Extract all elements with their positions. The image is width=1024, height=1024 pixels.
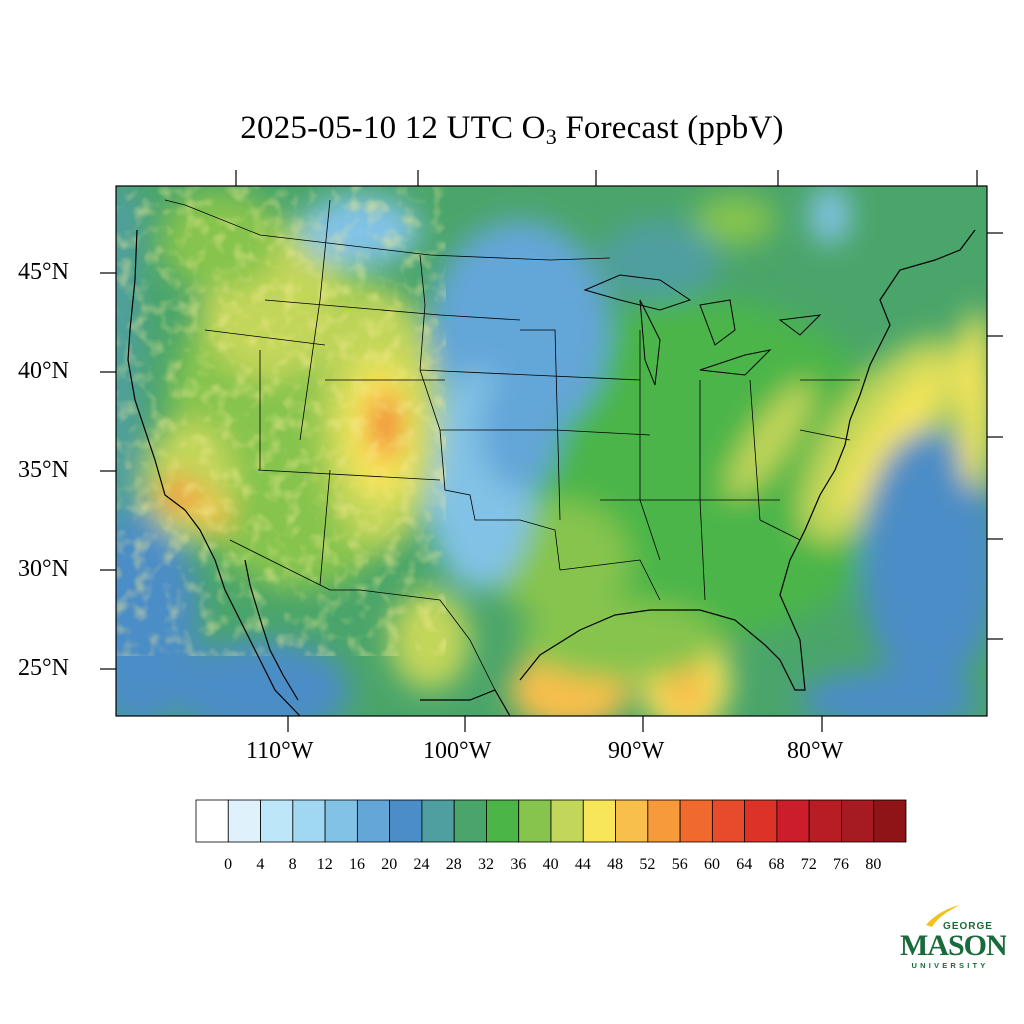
svg-text:MASON: MASON bbox=[900, 929, 1006, 962]
title-species: O3 bbox=[521, 110, 557, 149]
colorbar-tick-label: 12 bbox=[316, 856, 333, 873]
top-ticks bbox=[235, 170, 978, 186]
colorbar-tick-label: 64 bbox=[736, 856, 753, 873]
colorbar-box bbox=[356, 799, 391, 843]
lon-label-80w: 80°W bbox=[787, 738, 844, 764]
colorbar-tick-label: 68 bbox=[768, 856, 785, 873]
lon-label-100w: 100°W bbox=[423, 738, 492, 764]
coastline bbox=[127, 229, 976, 716]
colorbar-box bbox=[260, 799, 294, 843]
lat-label-45: 45°N bbox=[18, 259, 69, 285]
colorbar-box bbox=[324, 799, 358, 843]
ozone-field bbox=[116, 186, 987, 716]
colorbar-tick-label: 48 bbox=[607, 856, 624, 873]
colorbar-box bbox=[550, 799, 584, 843]
colorbar-tick-label: 56 bbox=[671, 856, 688, 873]
colorbar-tick-label: 20 bbox=[381, 856, 398, 873]
lat-label-35: 35°N bbox=[18, 457, 69, 483]
colorbar-box bbox=[453, 799, 487, 843]
colorbar-box bbox=[808, 799, 842, 843]
colorbar-box bbox=[841, 799, 875, 843]
colorbar-box bbox=[227, 799, 261, 843]
lat-label-40: 40°N bbox=[18, 358, 69, 384]
colorbar-tick-label: 24 bbox=[413, 856, 430, 873]
colorbar-tick-label: 32 bbox=[478, 856, 495, 873]
map-frame bbox=[115, 185, 988, 717]
colorbar-box bbox=[776, 799, 810, 843]
colorbar-box bbox=[582, 799, 616, 843]
state-lines bbox=[164, 199, 860, 691]
svg-text:GEORGE: GEORGE bbox=[943, 921, 993, 932]
colorbar-tick-label: 8 bbox=[288, 856, 297, 873]
lon-label-110w: 110°W bbox=[246, 738, 314, 764]
title-date: 2025-05-10 bbox=[240, 110, 397, 146]
colorbar-box bbox=[679, 799, 713, 843]
bottom-ticks bbox=[287, 716, 823, 732]
colorbar-box bbox=[195, 799, 229, 843]
colorbar-tick-label: 0 bbox=[224, 856, 233, 873]
colorbar-tick-label: 72 bbox=[800, 856, 817, 873]
great-lakes bbox=[583, 274, 822, 386]
lon-label-90w: 90°W bbox=[608, 738, 665, 764]
title-rest: Forecast (ppbV) bbox=[565, 110, 784, 146]
colorbar-box bbox=[647, 799, 681, 843]
colorbar-box bbox=[518, 799, 552, 843]
colorbar-box bbox=[615, 799, 649, 843]
colorbar-tick-label: 36 bbox=[510, 856, 527, 873]
colorbar-tick-label: 16 bbox=[348, 856, 365, 873]
colorbar-box bbox=[486, 799, 520, 843]
colorbar-tick-label: 40 bbox=[542, 856, 559, 873]
svg-text:UNIVERSITY: UNIVERSITY bbox=[911, 961, 988, 970]
colorbar-tick-label: 28 bbox=[445, 856, 462, 873]
left-ticks bbox=[100, 272, 116, 670]
george-mason-logo: GEORGE MASON UNIVERSITY bbox=[900, 905, 1006, 970]
colorbar-box bbox=[711, 799, 746, 843]
colorbar bbox=[195, 799, 907, 843]
colorbar-tick-label: 44 bbox=[574, 856, 591, 873]
title-hour: 12 UTC bbox=[404, 110, 514, 146]
colorbar-tick-label: 60 bbox=[703, 856, 720, 873]
colorbar-box bbox=[292, 799, 326, 843]
colorbar-tick-label: 80 bbox=[865, 856, 882, 873]
colorbar-box bbox=[744, 799, 778, 843]
lat-label-25: 25°N bbox=[18, 655, 69, 681]
boundaries bbox=[127, 199, 976, 716]
colorbar-tick-label: 52 bbox=[639, 856, 656, 873]
colorbar-tick-label: 4 bbox=[256, 856, 265, 873]
colorbar-box bbox=[421, 799, 455, 843]
map-title: 2025-05-10 12 UTC O3 Forecast (ppbV) bbox=[0, 110, 1024, 150]
colorbar-box bbox=[873, 799, 907, 843]
colorbar-tick-label: 76 bbox=[833, 856, 850, 873]
colorbar-box bbox=[389, 799, 423, 843]
lat-label-30: 30°N bbox=[18, 556, 69, 582]
right-ticks bbox=[987, 232, 1003, 640]
